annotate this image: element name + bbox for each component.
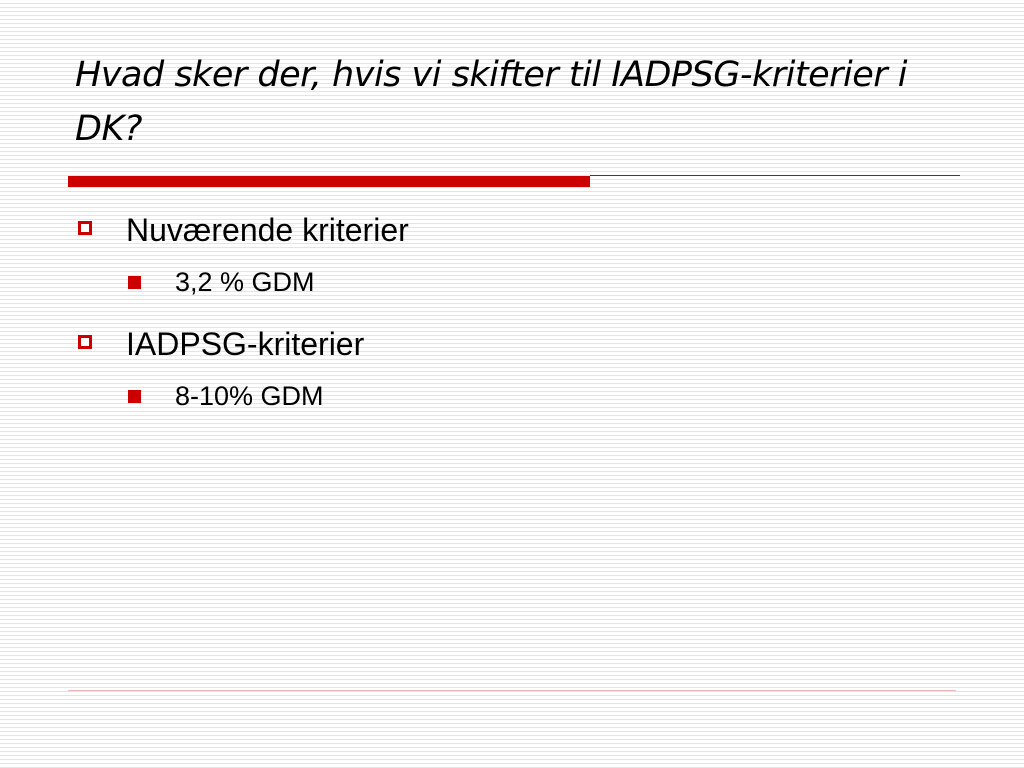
title-underline-thin [590,175,960,176]
bullet-list: Nuværende kriterier 3,2 % GDM IADPSG-kri… [76,208,956,436]
sub-bullet-text: 3,2 % GDM [175,266,315,297]
bullet-item-current-criteria: Nuværende kriterier [76,208,956,252]
sub-bullet-item: 8-10% GDM [128,376,956,416]
hollow-square-icon [76,322,100,366]
sub-bullet-item: 3,2 % GDM [128,262,956,302]
slide-title: Hvad sker der, hvis vi skifter til IADPS… [75,55,908,149]
filled-square-icon [128,389,141,403]
bullet-text: IADPSG-kriterier [126,325,365,362]
title-underline-thick [68,176,590,187]
bullet-item-iadpsg-criteria: IADPSG-kriterier [76,322,956,366]
sub-bullet-text: 8-10% GDM [175,380,324,411]
filled-square-icon [128,275,141,289]
hollow-square-icon [76,208,100,252]
footer-divider [68,690,956,691]
bullet-text: Nuværende kriterier [126,211,409,248]
